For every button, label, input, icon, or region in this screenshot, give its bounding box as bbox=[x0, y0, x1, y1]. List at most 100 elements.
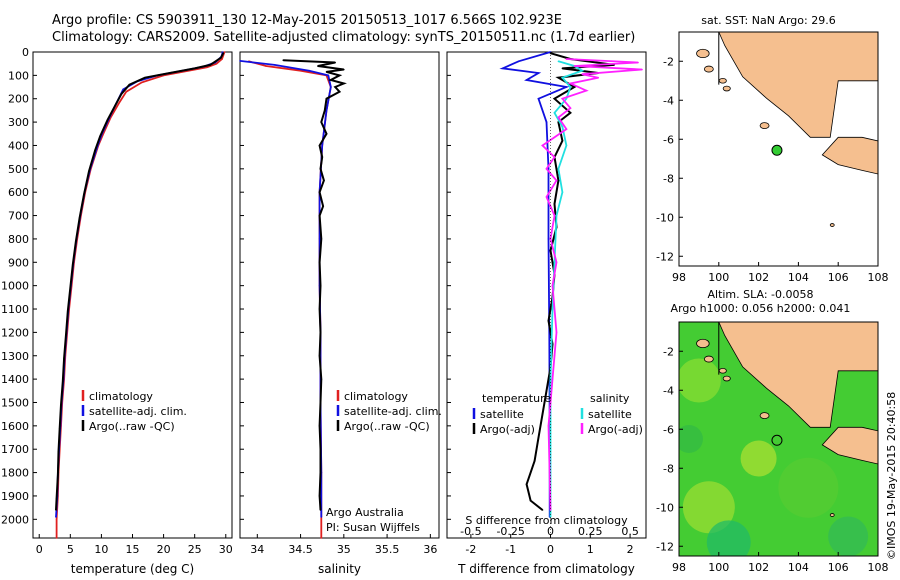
salinity-data-point bbox=[265, 65, 267, 67]
sst_map-island bbox=[759, 122, 770, 129]
salinity-data-point bbox=[325, 132, 328, 135]
differences-data-point bbox=[533, 460, 536, 462]
sla_map-sla-anomaly bbox=[706, 520, 751, 556]
temperature-data-point bbox=[209, 64, 212, 66]
sla_map-xtick-label: 108 bbox=[868, 561, 889, 574]
differences-data-point bbox=[541, 413, 544, 415]
sla_map-xtick-label: 98 bbox=[672, 561, 686, 574]
temperature-ytick-label: 300 bbox=[8, 116, 29, 129]
temperature-data-point bbox=[215, 62, 218, 65]
differences-data-point bbox=[547, 238, 550, 240]
salinity-data-point bbox=[338, 90, 341, 93]
temperature-data-point bbox=[125, 90, 128, 93]
temperature-data-point bbox=[65, 333, 67, 336]
temperature-ytick-label: 1600 bbox=[1, 420, 29, 433]
salinity-data-point bbox=[239, 60, 241, 62]
salinity-data-point bbox=[321, 156, 323, 158]
sla_map-ytick-label: -4 bbox=[663, 384, 674, 397]
salinity-series-argo-raw-qc- bbox=[283, 59, 347, 511]
sla_map-ytick-label: -12 bbox=[656, 540, 674, 553]
salinity-data-point bbox=[319, 168, 322, 170]
sst_map-ytick-label: -2 bbox=[663, 55, 674, 68]
temperature-xtick-label: 25 bbox=[188, 543, 202, 556]
temperature-series-argo-raw-qc- bbox=[55, 52, 225, 511]
differences-data-point bbox=[549, 52, 552, 54]
sst_map-land bbox=[718, 32, 878, 175]
sst_map-xtick-label: 108 bbox=[868, 271, 889, 284]
differences-xtick-label: 1 bbox=[587, 543, 594, 556]
salinity-data-point bbox=[330, 79, 332, 81]
sst_map-island bbox=[722, 85, 731, 92]
differences-data-point bbox=[553, 111, 556, 114]
temperature-data-point bbox=[75, 240, 77, 243]
differences-data-point bbox=[553, 261, 556, 264]
differences-data-point bbox=[561, 139, 564, 142]
differences-data-point bbox=[569, 111, 572, 114]
differences-data-point bbox=[561, 97, 564, 100]
differences-data-point bbox=[553, 214, 556, 217]
temperature-data-point bbox=[193, 67, 196, 70]
salinity-plot-frame bbox=[239, 51, 440, 539]
sla_map-sla-anomaly bbox=[679, 358, 721, 403]
salinity-data-point bbox=[320, 537, 323, 539]
salinity-data-point bbox=[319, 448, 322, 451]
salinity-data-point bbox=[319, 401, 322, 404]
salinity-annotation: PI: Susan Wijffels bbox=[326, 521, 420, 534]
salinity-data-point bbox=[318, 308, 321, 310]
differences-data-point bbox=[557, 168, 560, 170]
differences-top-tick-label: -0.5 bbox=[460, 525, 481, 538]
salinity-data-point bbox=[299, 69, 302, 72]
differences-data-point bbox=[541, 509, 544, 511]
differences-data-point bbox=[581, 73, 584, 75]
salinity-annotation: Argo Australia bbox=[326, 506, 404, 519]
salinity-data-point bbox=[327, 74, 330, 77]
temperature-data-point bbox=[144, 76, 146, 79]
temperature-xtick-label: 0 bbox=[36, 543, 43, 556]
differences-data-point bbox=[641, 68, 643, 71]
sst_map-xtick-label: 106 bbox=[828, 271, 849, 284]
temperature-series-climatology bbox=[55, 51, 226, 538]
differences-data-point bbox=[553, 97, 556, 100]
sst_map-profile-marker bbox=[771, 144, 783, 156]
sla_map-sla-anomaly bbox=[828, 516, 869, 556]
temperature-data-point bbox=[55, 509, 57, 511]
differences-data-point bbox=[637, 61, 639, 64]
differences-data-point bbox=[555, 331, 558, 334]
differences-data-point bbox=[529, 499, 532, 502]
sst_map-island bbox=[829, 223, 835, 227]
differences-xlabel-top: S difference from climatology bbox=[465, 514, 628, 527]
temperature-ytick-label: 1400 bbox=[1, 373, 29, 386]
temperature-xlabel: temperature (deg C) bbox=[71, 562, 194, 576]
sla_map-island bbox=[718, 367, 727, 374]
differences-data-point bbox=[551, 284, 554, 287]
differences-data-point bbox=[553, 203, 556, 205]
temperature-legend-label: satellite-adj. clim. bbox=[89, 405, 187, 418]
sst_map-frame bbox=[678, 31, 879, 267]
salinity-data-point bbox=[325, 71, 328, 73]
differences-data-point bbox=[549, 516, 552, 518]
differences-data-point bbox=[561, 125, 564, 128]
temperature-xtick-label: 15 bbox=[126, 543, 140, 556]
differences-data-point bbox=[565, 58, 568, 60]
temperature-ytick-label: 2000 bbox=[1, 513, 29, 526]
temperature-data-point bbox=[94, 149, 96, 151]
differences-data-point bbox=[573, 65, 576, 67]
differences-data-point bbox=[537, 436, 540, 439]
differences-data-point bbox=[561, 76, 564, 79]
sla_map-ytick-label: -2 bbox=[663, 345, 674, 358]
differences-data-point bbox=[501, 67, 504, 70]
sst_map-ytick-label: -12 bbox=[656, 250, 674, 263]
salinity-data-point bbox=[343, 68, 345, 71]
temperature-ytick-label: 100 bbox=[8, 69, 29, 82]
differences-data-point bbox=[555, 214, 558, 217]
differences-data-point bbox=[553, 354, 556, 357]
salinity-data-point bbox=[319, 284, 322, 287]
differences-data-point bbox=[569, 86, 572, 88]
salinity-data-point bbox=[325, 109, 328, 112]
sla_map-land-sumatra bbox=[718, 322, 878, 428]
sla_map-subtitle: Argo h1000: 0.056 h2000: 0.041 bbox=[671, 302, 851, 315]
differences-data-point bbox=[545, 389, 548, 392]
sst_map-xtick-label: 100 bbox=[708, 271, 729, 284]
temperature-data-point bbox=[69, 287, 72, 289]
temperature-data-point bbox=[88, 170, 90, 172]
